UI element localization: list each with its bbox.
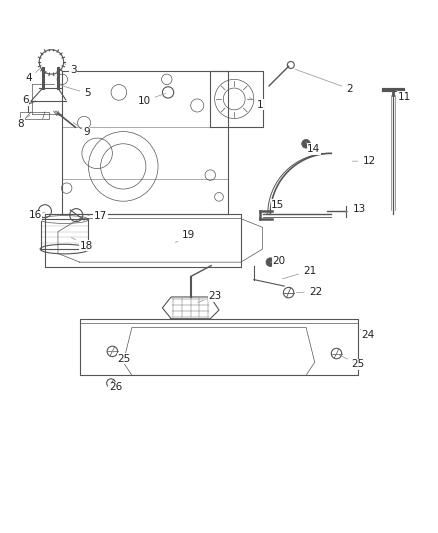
Text: 16: 16 (29, 210, 45, 220)
Text: 12: 12 (352, 156, 376, 166)
Text: 17: 17 (88, 212, 107, 221)
Text: 26: 26 (109, 382, 122, 392)
Text: 10: 10 (138, 93, 166, 106)
Text: 15: 15 (265, 200, 284, 214)
Text: 20: 20 (270, 256, 286, 266)
Text: 24: 24 (360, 329, 374, 340)
Text: 6: 6 (22, 95, 31, 105)
Circle shape (266, 258, 275, 266)
Text: 18: 18 (71, 237, 93, 251)
Text: 3: 3 (64, 63, 77, 75)
Circle shape (302, 140, 311, 148)
Text: 4: 4 (25, 68, 41, 84)
Text: 11: 11 (396, 90, 410, 102)
Text: 21: 21 (283, 266, 316, 279)
Text: 13: 13 (345, 204, 366, 214)
Text: 9: 9 (73, 123, 89, 138)
Text: 1: 1 (250, 98, 264, 110)
Text: 8: 8 (18, 116, 30, 129)
Text: 25: 25 (113, 351, 131, 364)
Text: 19: 19 (176, 230, 195, 243)
Text: 22: 22 (297, 287, 322, 297)
Text: 5: 5 (60, 85, 91, 98)
Text: 14: 14 (306, 142, 321, 154)
Text: 25: 25 (339, 355, 365, 369)
Text: 2: 2 (296, 69, 353, 94)
Text: 23: 23 (198, 291, 221, 303)
